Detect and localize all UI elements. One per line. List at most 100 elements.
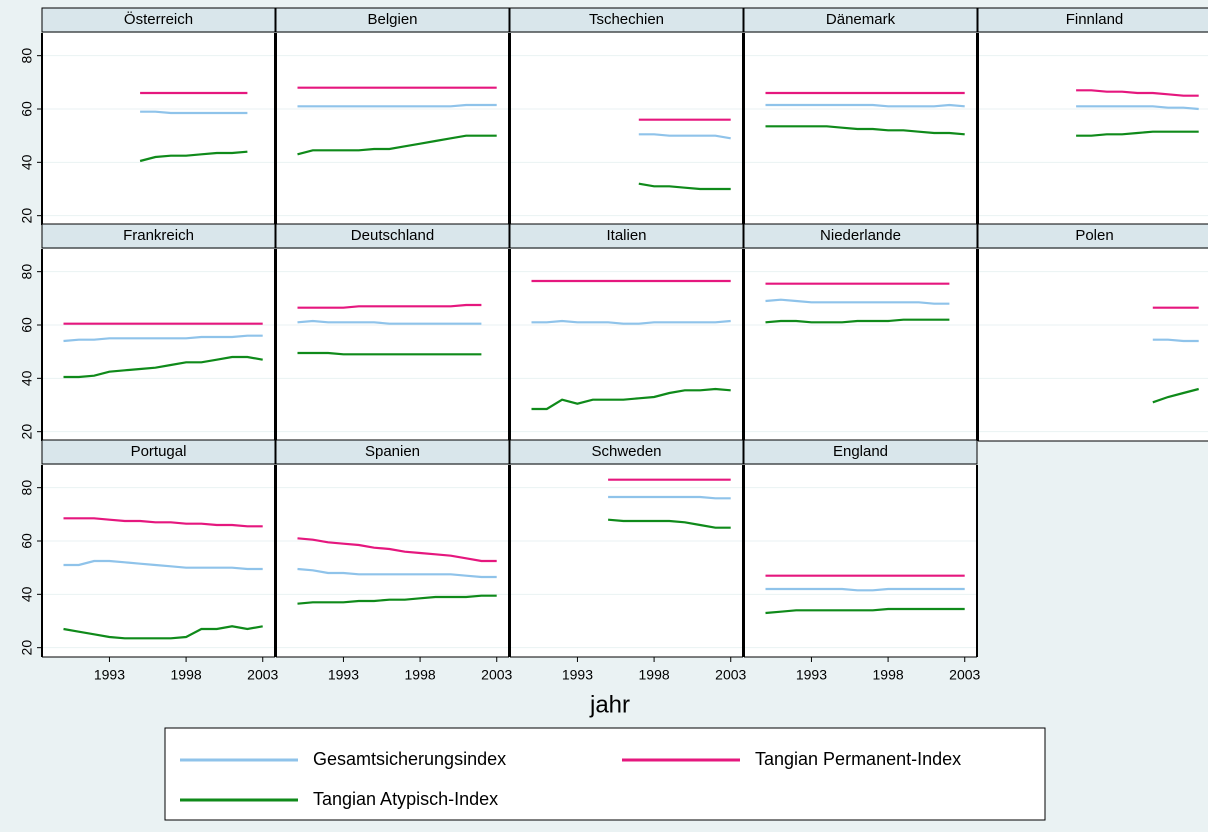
x-tick-label: 1993 <box>796 667 827 683</box>
legend-label: Gesamtsicherungsindex <box>313 749 506 769</box>
series-line <box>1076 89 1199 97</box>
plot-area <box>42 249 275 441</box>
plot-area <box>510 249 743 441</box>
x-tick-label: 2003 <box>715 667 746 683</box>
series-line <box>765 607 965 615</box>
y-tick-label: 80 <box>19 264 35 280</box>
y-tick-label: 80 <box>19 480 35 496</box>
plot-area <box>744 249 977 441</box>
panel-title: Deutschland <box>351 227 434 244</box>
series-line <box>297 351 482 356</box>
panel-title: Österreich <box>124 10 193 28</box>
plot-area <box>978 249 1208 441</box>
panel-header <box>41 439 276 465</box>
series-line <box>297 103 497 108</box>
panel-header <box>41 223 276 249</box>
panel-title: Frankreich <box>123 227 194 244</box>
legend-label: Tangian Atypisch-Index <box>313 789 498 809</box>
series-line <box>765 125 965 136</box>
series-line <box>765 298 950 305</box>
y-tick-label: 20 <box>19 640 35 656</box>
y-tick-label: 40 <box>19 586 35 602</box>
series-line <box>63 355 263 379</box>
series-line <box>765 318 950 324</box>
y-tick-label: 60 <box>19 533 35 549</box>
x-axis-title: jahr <box>589 691 630 718</box>
x-tick-label: 2003 <box>949 667 980 683</box>
panel-title: Italien <box>606 227 646 244</box>
panel-header <box>743 7 978 33</box>
plot-area <box>42 465 275 657</box>
x-tick-label: 1998 <box>873 667 904 683</box>
legend-box <box>164 727 1046 821</box>
series-line <box>608 518 731 529</box>
panel-title: Polen <box>1075 227 1113 244</box>
panel-title: England <box>833 443 888 460</box>
x-tick-label: 2003 <box>481 667 512 683</box>
series-line <box>1152 338 1199 343</box>
series-line <box>140 110 248 115</box>
series-line <box>297 134 497 156</box>
series-line <box>139 150 248 163</box>
panel-header <box>743 439 978 465</box>
plot-area <box>276 33 509 225</box>
panel-title: Finnland <box>1066 11 1124 28</box>
x-tick-label: 1993 <box>328 667 359 683</box>
plot-area <box>978 33 1208 225</box>
series-line <box>297 303 482 309</box>
plot-area <box>510 33 743 225</box>
y-tick-label: 40 <box>19 370 35 386</box>
panel-header <box>509 7 744 33</box>
plot-area <box>42 33 275 225</box>
series-line <box>1076 130 1199 137</box>
series-line <box>608 495 731 500</box>
series-line <box>297 319 482 325</box>
x-tick-label: 2003 <box>247 667 278 683</box>
series-line <box>297 594 497 605</box>
y-tick-label: 40 <box>19 154 35 170</box>
plot-area <box>276 465 509 657</box>
plot-area <box>744 465 977 657</box>
series-line <box>63 559 263 571</box>
panel-header <box>977 7 1208 33</box>
series-line <box>63 334 263 343</box>
y-tick-label: 60 <box>19 101 35 117</box>
x-tick-label: 1993 <box>94 667 125 683</box>
series-line <box>638 133 731 140</box>
series-line <box>297 567 497 579</box>
panel-title: Portugal <box>131 443 187 460</box>
plot-area <box>276 249 509 441</box>
panel-header <box>509 439 744 465</box>
series-line <box>297 537 497 563</box>
series-line <box>638 182 731 191</box>
series-line <box>63 625 263 640</box>
series-line <box>765 587 965 592</box>
plot-area <box>510 465 743 657</box>
x-tick-label: 1998 <box>171 667 202 683</box>
panel-header <box>509 223 744 249</box>
panel-header <box>41 7 276 33</box>
series-line <box>1152 387 1199 404</box>
y-tick-label: 20 <box>19 424 35 440</box>
y-tick-label: 60 <box>19 317 35 333</box>
series-line <box>531 319 731 325</box>
panel-header <box>977 223 1208 249</box>
panel-title: Dänemark <box>826 11 896 28</box>
x-tick-label: 1998 <box>405 667 436 683</box>
series-line <box>531 387 731 411</box>
y-tick-label: 20 <box>19 208 35 224</box>
series-line <box>63 517 263 528</box>
panel-title: Tschechien <box>589 11 664 28</box>
series-line <box>1076 105 1199 111</box>
panel-title: Spanien <box>365 443 420 460</box>
x-tick-label: 1993 <box>562 667 593 683</box>
x-tick-label: 1998 <box>639 667 670 683</box>
legend-label: Tangian Permanent-Index <box>755 749 961 769</box>
panel-header <box>275 439 510 465</box>
panel-header <box>275 7 510 33</box>
y-tick-label: 80 <box>19 48 35 64</box>
panel-header <box>275 223 510 249</box>
series-line <box>765 103 965 108</box>
panel-title: Niederlande <box>820 227 901 244</box>
